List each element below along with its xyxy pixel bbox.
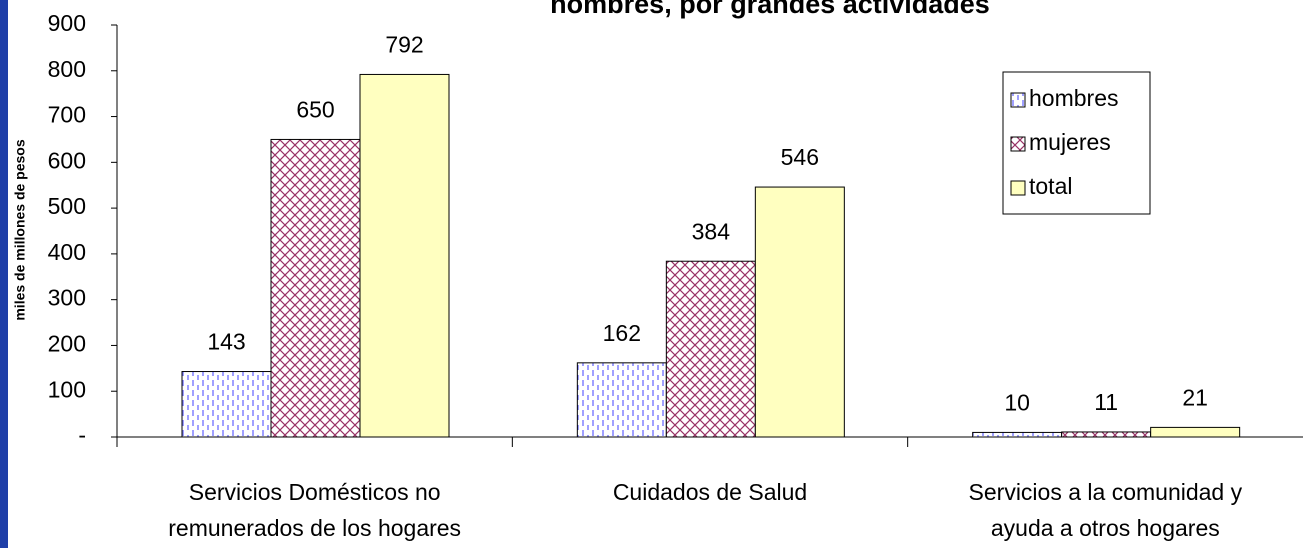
bar xyxy=(576,362,667,438)
x-tick-label: Cuidados de Salud xyxy=(613,479,807,505)
x-tick-label: Servicios a la comunidad y ayuda a otros … xyxy=(969,479,1243,541)
bar xyxy=(1150,426,1241,438)
y-tick-label: 800 xyxy=(48,56,86,82)
value-label: 792 xyxy=(385,32,423,58)
bar xyxy=(359,73,450,438)
bar xyxy=(665,260,756,438)
legend-label: mujeres xyxy=(1029,129,1111,155)
legend-box xyxy=(1002,71,1151,215)
legend-swatch xyxy=(1010,136,1026,152)
x-tick-label: Servicios Domésticos no remunerados de lo… xyxy=(168,479,461,541)
value-label: 546 xyxy=(781,144,819,170)
y-tick-label: 400 xyxy=(48,239,86,265)
value-label: 10 xyxy=(1004,390,1030,416)
legend-swatch xyxy=(1010,180,1026,196)
chart-title: hombres, por grandes actividades xyxy=(550,0,990,19)
y-tick-label: 500 xyxy=(48,193,86,219)
y-tick-label: 100 xyxy=(48,376,86,402)
bar xyxy=(972,431,1063,438)
y-tick-label: 700 xyxy=(48,102,86,128)
side-strip xyxy=(0,0,8,548)
bar xyxy=(270,138,361,438)
value-label: 384 xyxy=(692,218,731,244)
value-label: 21 xyxy=(1182,384,1208,410)
value-label: 11 xyxy=(1094,389,1118,415)
y-tick-label: 300 xyxy=(48,285,86,311)
value-label: 650 xyxy=(296,97,334,123)
y-axis-label: miles de millones de pesos xyxy=(12,139,28,321)
value-label: 143 xyxy=(207,329,245,355)
value-label: 162 xyxy=(603,320,641,346)
legend-swatch xyxy=(1010,92,1026,108)
legend-label: hombres xyxy=(1029,85,1118,111)
y-tick-label: 200 xyxy=(48,331,86,357)
y-tick-label: 900 xyxy=(48,10,86,36)
bar xyxy=(1061,431,1152,438)
bar xyxy=(181,371,272,438)
y-tick-label: 600 xyxy=(48,147,86,173)
legend-label: total xyxy=(1029,173,1072,199)
bar xyxy=(754,186,845,438)
y-tick-label: - xyxy=(78,422,86,448)
